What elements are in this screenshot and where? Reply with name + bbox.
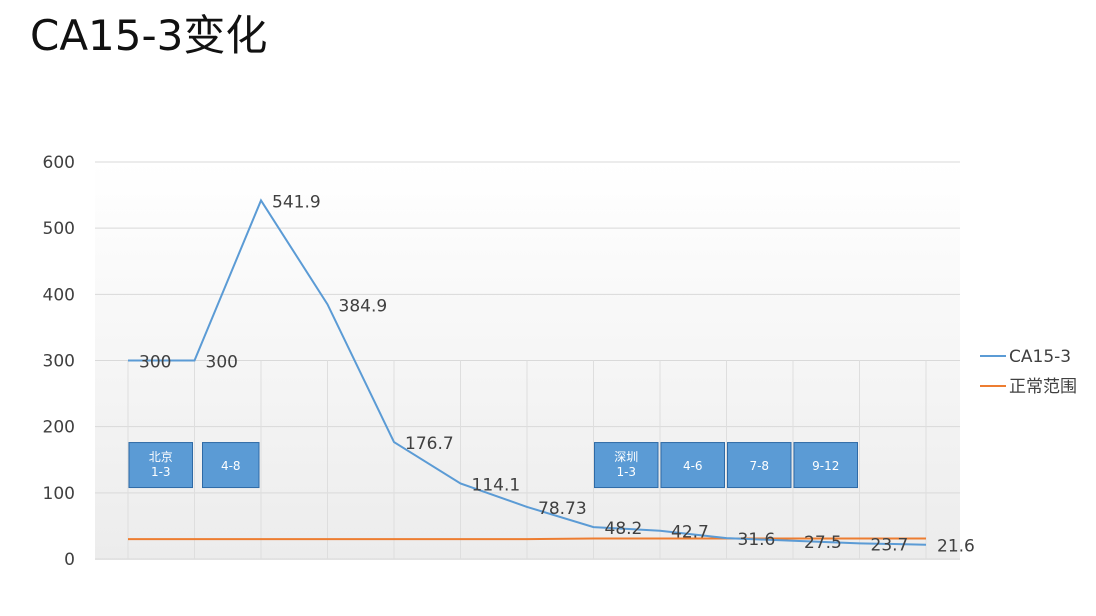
data-label: 78.73 (538, 499, 587, 519)
annotation-box (594, 442, 659, 489)
y-tick-label: 100 (43, 484, 75, 504)
annotation-label: 北京 (149, 450, 173, 464)
data-label: 541.9 (272, 192, 321, 212)
series-lines (128, 198, 927, 546)
annotation-label: 深圳 (614, 450, 638, 464)
series-line-ca15-3 (128, 198, 927, 546)
data-label: 300 (139, 353, 171, 373)
legend-entry: 正常范围 (1009, 377, 1077, 397)
page-title: CA15-3变化 (30, 11, 268, 60)
data-label: 114.1 (472, 476, 521, 496)
annotation-label: 9-12 (812, 459, 839, 473)
data-label: 31.6 (738, 530, 776, 550)
annotation-label: 1-3 (151, 465, 171, 479)
data-label: 27.5 (804, 533, 842, 553)
annotation-label: 4-6 (683, 459, 703, 473)
y-axis: 0 100 200 300 400 500 600 (43, 153, 75, 570)
annotation-label: 7-8 (749, 459, 769, 473)
annotation-box (660, 442, 725, 489)
annotation-label: 1-3 (616, 465, 636, 479)
y-tick-label: 300 (43, 352, 75, 372)
data-label: 300 (206, 353, 238, 373)
data-labels: 300 300 541.9 384.9 176.7 114.1 78.73 48.2 42.7 3… (139, 192, 975, 556)
legend-entry: CA15-3 (1009, 347, 1071, 367)
data-label: 23.7 (871, 535, 909, 555)
data-label: 176.7 (405, 434, 454, 454)
grid (95, 161, 960, 560)
data-label: 384.9 (339, 296, 388, 316)
legend: CA15-3 正常范围 (980, 347, 1077, 397)
y-tick-label: 500 (43, 219, 75, 239)
annotation-box (727, 442, 792, 489)
annotation-box (202, 442, 260, 489)
data-label: 21.6 (937, 537, 975, 557)
data-label: 48.2 (605, 519, 643, 539)
annotation-box (793, 442, 858, 489)
annotation-label: 4-8 (221, 459, 241, 473)
y-tick-label: 200 (43, 418, 75, 438)
y-tick-label: 400 (43, 285, 75, 305)
y-tick-label: 600 (43, 153, 75, 173)
annotation-box (128, 442, 193, 489)
series-line-normal-range (128, 537, 926, 541)
data-label: 42.7 (671, 523, 709, 543)
y-tick-label: 0 (64, 550, 75, 570)
